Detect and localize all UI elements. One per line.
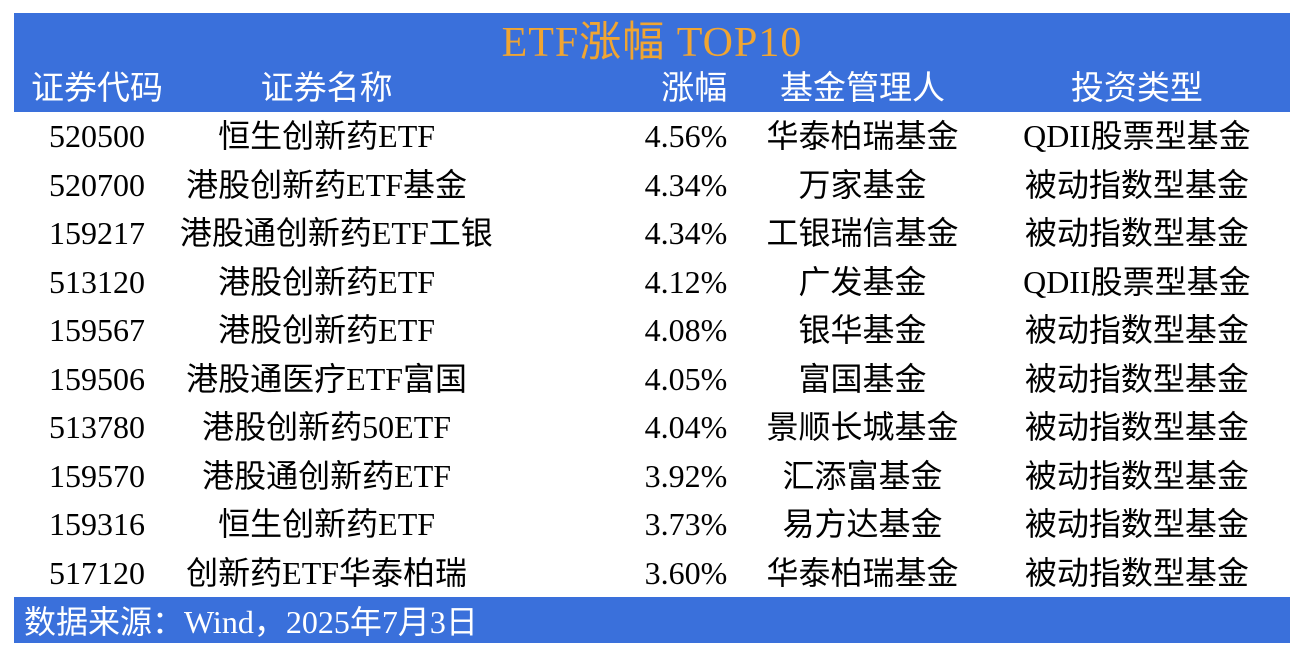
- cell-name: 港股创新药50ETF: [202, 409, 452, 446]
- column-header-name: 证券名称: [260, 71, 393, 107]
- table-header-row: 证券代码 证券名称 涨幅 基金管理人 投资类型: [14, 69, 1290, 112]
- cell-manager: 富国基金: [798, 360, 927, 397]
- etf-gainers-table-panel: ETF涨幅 TOP10 证券代码 证券名称 涨幅 基金管理人 投资类型 520500 恒生…: [14, 13, 1290, 643]
- cell-change: 3.92%: [644, 457, 728, 494]
- cell-code: 517120: [48, 554, 145, 591]
- cell-type: 被动指数型基金: [1024, 457, 1249, 494]
- table-row: 159217 港股通创新药ETF工银 4.34% 工银瑞信基金 被动指数型基金: [14, 209, 1290, 258]
- cell-type: 被动指数型基金: [1024, 166, 1249, 203]
- cell-code: 513120: [48, 263, 145, 300]
- cell-name: 恒生创新药ETF: [218, 506, 436, 543]
- cell-code: 159506: [48, 360, 145, 397]
- cell-change: 4.05%: [644, 360, 728, 397]
- cell-change: 3.60%: [644, 554, 728, 591]
- table-title: ETF涨幅 TOP10: [501, 20, 803, 66]
- cell-type: 被动指数型基金: [1024, 312, 1249, 349]
- column-header-manager: 基金管理人: [780, 71, 946, 107]
- cell-change: 4.34%: [644, 166, 728, 203]
- table-row: 513120 港股创新药ETF 4.12% 广发基金 QDII股票型基金: [14, 258, 1290, 307]
- cell-manager: 银华基金: [798, 312, 927, 349]
- cell-manager: 华泰柏瑞基金: [766, 118, 959, 155]
- table-row: 513780 港股创新药50ETF 4.04% 景顺长城基金 被动指数型基金: [14, 403, 1290, 452]
- cell-change: 4.34%: [644, 215, 728, 252]
- cell-name: 港股通创新药ETF: [202, 457, 452, 494]
- cell-code: 520500: [48, 118, 145, 155]
- cell-manager: 易方达基金: [782, 506, 943, 543]
- cell-code: 159217: [48, 215, 145, 252]
- column-header-change: 涨幅: [661, 71, 728, 107]
- cell-manager: 工银瑞信基金: [766, 215, 959, 252]
- table-row: 517120 创新药ETF华泰柏瑞 3.60% 华泰柏瑞基金 被动指数型基金: [14, 549, 1290, 598]
- cell-type: 被动指数型基金: [1024, 409, 1249, 446]
- cell-code: 159570: [48, 457, 145, 494]
- cell-name: 港股通医疗ETF富国: [186, 360, 468, 397]
- cell-name: 港股通创新药ETF工银: [179, 215, 493, 252]
- cell-code: 159567: [48, 312, 145, 349]
- column-header-code: 证券代码: [30, 71, 163, 107]
- cell-type: 被动指数型基金: [1024, 506, 1249, 543]
- cell-manager: 广发基金: [798, 263, 927, 300]
- cell-code: 520700: [48, 166, 145, 203]
- column-header-type: 投资类型: [1070, 71, 1203, 107]
- cell-type: QDII股票型基金: [1023, 263, 1251, 300]
- cell-type: 被动指数型基金: [1024, 215, 1249, 252]
- table-row: 520700 港股创新药ETF基金 4.34% 万家基金 被动指数型基金: [14, 161, 1290, 210]
- cell-code: 159316: [48, 506, 145, 543]
- cell-change: 4.56%: [644, 118, 728, 155]
- cell-change: 4.04%: [644, 409, 728, 446]
- cell-name: 港股创新药ETF基金: [186, 166, 468, 203]
- table-row: 159506 港股通医疗ETF富国 4.05% 富国基金 被动指数型基金: [14, 355, 1290, 404]
- data-source-text: 数据来源：Wind，2025年7月3日: [24, 604, 478, 640]
- cell-manager: 万家基金: [798, 166, 927, 203]
- cell-manager: 汇添富基金: [782, 457, 943, 494]
- cell-type: 被动指数型基金: [1024, 554, 1249, 591]
- table-row: 520500 恒生创新药ETF 4.56% 华泰柏瑞基金 QDII股票型基金: [14, 112, 1290, 161]
- cell-name: 恒生创新药ETF: [218, 118, 436, 155]
- table-row: 159570 港股通创新药ETF 3.92% 汇添富基金 被动指数型基金: [14, 452, 1290, 501]
- cell-name: 创新药ETF华泰柏瑞: [186, 554, 468, 591]
- cell-type: 被动指数型基金: [1024, 360, 1249, 397]
- table-row: 159316 恒生创新药ETF 3.73% 易方达基金 被动指数型基金: [14, 500, 1290, 549]
- cell-manager: 华泰柏瑞基金: [766, 554, 959, 591]
- table-row: 159567 港股创新药ETF 4.08% 银华基金 被动指数型基金: [14, 306, 1290, 355]
- cell-name: 港股创新药ETF: [218, 263, 436, 300]
- table-body: 520500 恒生创新药ETF 4.56% 华泰柏瑞基金 QDII股票型基金 520700…: [14, 112, 1290, 597]
- cell-change: 4.08%: [644, 312, 728, 349]
- cell-manager: 景顺长城基金: [766, 409, 959, 446]
- cell-change: 3.73%: [644, 506, 728, 543]
- cell-name: 港股创新药ETF: [218, 312, 436, 349]
- cell-change: 4.12%: [644, 263, 728, 300]
- table-header-block: ETF涨幅 TOP10 证券代码 证券名称 涨幅 基金管理人 投资类型: [14, 13, 1290, 112]
- source-bar: 数据来源：Wind，2025年7月3日: [14, 597, 1290, 643]
- cell-code: 513780: [48, 409, 145, 446]
- cell-type: QDII股票型基金: [1023, 118, 1251, 155]
